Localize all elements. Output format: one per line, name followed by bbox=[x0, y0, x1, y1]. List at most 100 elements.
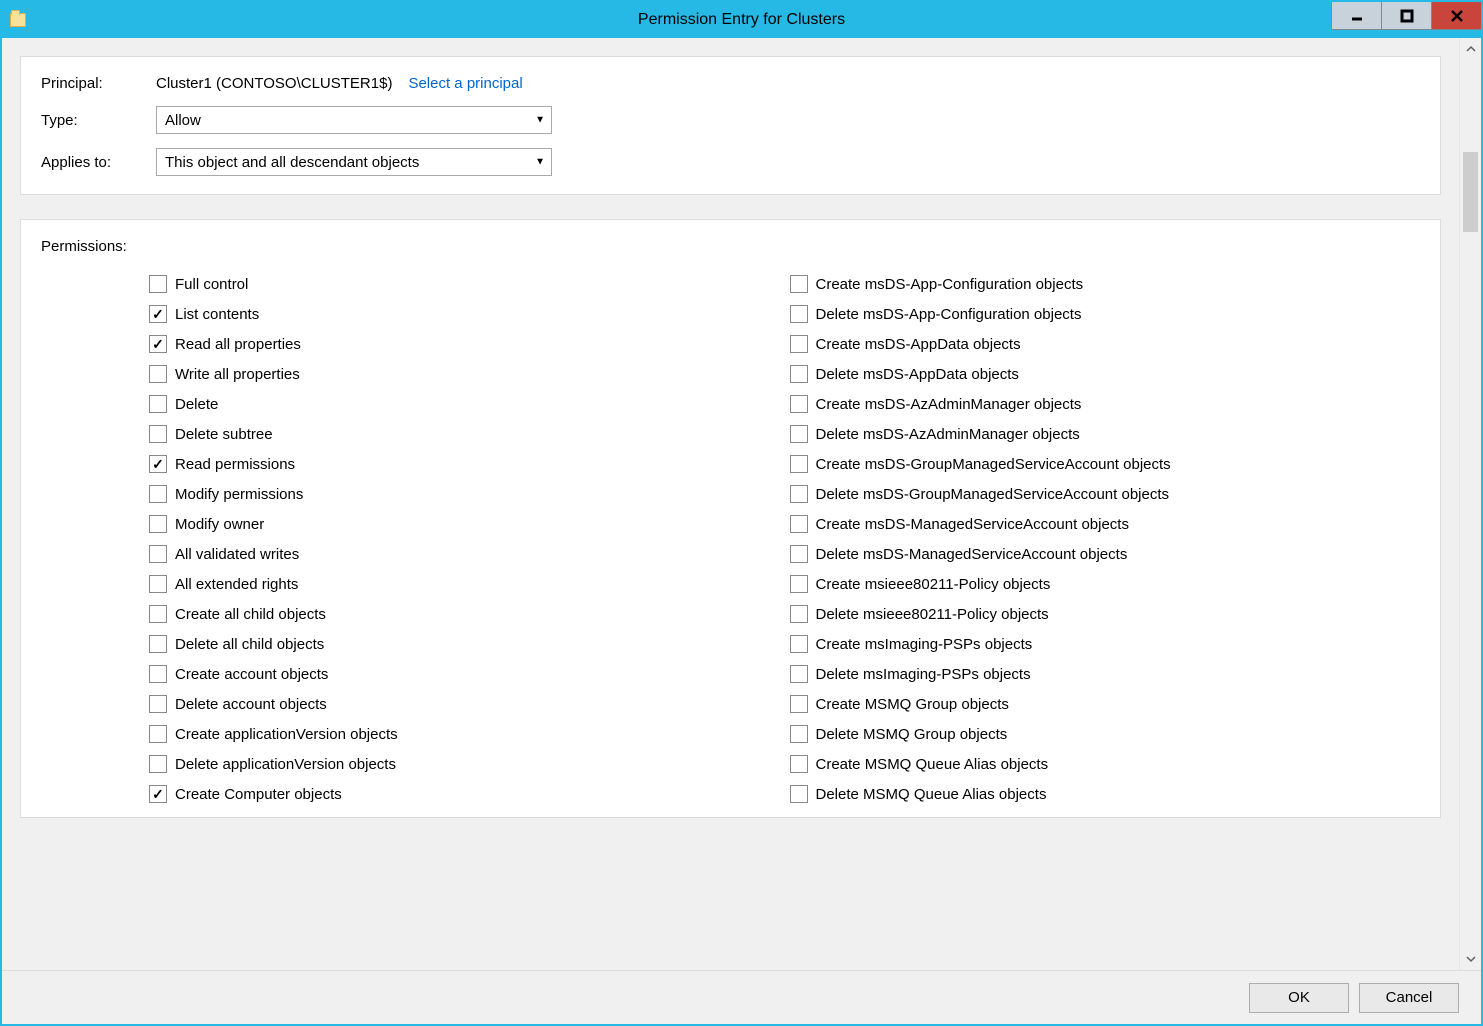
permission-item: Create account objects bbox=[149, 659, 780, 689]
permission-checkbox[interactable] bbox=[149, 785, 167, 803]
permission-checkbox[interactable] bbox=[149, 425, 167, 443]
permission-label: Delete account objects bbox=[175, 696, 327, 713]
permission-label: Delete msieee80211-Policy objects bbox=[816, 606, 1049, 623]
permission-item: Create MSMQ Group objects bbox=[790, 689, 1421, 719]
permission-item: Create msImaging-PSPs objects bbox=[790, 629, 1421, 659]
permission-label: Delete msDS-ManagedServiceAccount object… bbox=[816, 546, 1128, 563]
vertical-scrollbar[interactable] bbox=[1459, 38, 1481, 970]
permission-label: Delete msDS-App-Configuration objects bbox=[816, 306, 1082, 323]
type-label: Type: bbox=[41, 112, 156, 129]
permission-item: Create MSMQ Queue Alias objects bbox=[790, 749, 1421, 779]
applies-to-row: Applies to: This object and all descenda… bbox=[41, 148, 1420, 176]
permission-label: Create Computer objects bbox=[175, 786, 342, 803]
select-principal-link[interactable]: Select a principal bbox=[408, 75, 522, 92]
permission-label: Delete bbox=[175, 396, 218, 413]
permission-checkbox[interactable] bbox=[790, 545, 808, 563]
permission-checkbox[interactable] bbox=[790, 275, 808, 293]
permission-checkbox[interactable] bbox=[790, 365, 808, 383]
permission-checkbox[interactable] bbox=[149, 485, 167, 503]
permission-item: Read permissions bbox=[149, 449, 780, 479]
permission-checkbox[interactable] bbox=[149, 455, 167, 473]
permission-checkbox[interactable] bbox=[149, 335, 167, 353]
permission-item: Delete msDS-AppData objects bbox=[790, 359, 1421, 389]
minimize-icon bbox=[1350, 9, 1364, 23]
permission-checkbox[interactable] bbox=[149, 395, 167, 413]
permission-checkbox[interactable] bbox=[790, 665, 808, 683]
permission-checkbox[interactable] bbox=[790, 305, 808, 323]
permission-label: Create msieee80211-Policy objects bbox=[816, 576, 1051, 593]
permission-item: Delete subtree bbox=[149, 419, 780, 449]
permission-checkbox[interactable] bbox=[149, 275, 167, 293]
permission-label: Create all child objects bbox=[175, 606, 326, 623]
permission-item: Modify permissions bbox=[149, 479, 780, 509]
permission-label: List contents bbox=[175, 306, 259, 323]
permission-checkbox[interactable] bbox=[790, 425, 808, 443]
content-area: Principal: Cluster1 (CONTOSO\CLUSTER1$) … bbox=[2, 38, 1459, 970]
permission-label: Create MSMQ Queue Alias objects bbox=[816, 756, 1049, 773]
minimize-button[interactable] bbox=[1331, 2, 1381, 30]
applies-to-combobox[interactable]: This object and all descendant objects ▼ bbox=[156, 148, 552, 176]
permission-checkbox[interactable] bbox=[790, 725, 808, 743]
permission-checkbox[interactable] bbox=[790, 335, 808, 353]
permission-checkbox[interactable] bbox=[790, 785, 808, 803]
permission-checkbox[interactable] bbox=[149, 575, 167, 593]
permission-checkbox[interactable] bbox=[790, 515, 808, 533]
permission-checkbox[interactable] bbox=[790, 395, 808, 413]
folder-icon bbox=[10, 13, 26, 27]
permission-label: Read permissions bbox=[175, 456, 295, 473]
scrollbar-thumb[interactable] bbox=[1463, 152, 1478, 232]
permission-checkbox[interactable] bbox=[790, 485, 808, 503]
chevron-up-icon bbox=[1466, 44, 1476, 54]
permission-item: Delete MSMQ Queue Alias objects bbox=[790, 779, 1421, 809]
permission-checkbox[interactable] bbox=[149, 665, 167, 683]
close-button[interactable] bbox=[1431, 2, 1481, 30]
permissions-title: Permissions: bbox=[41, 238, 1420, 255]
permission-item: Create Computer objects bbox=[149, 779, 780, 809]
permission-checkbox[interactable] bbox=[149, 545, 167, 563]
permission-checkbox[interactable] bbox=[149, 305, 167, 323]
permission-label: Delete msDS-GroupManagedServiceAccount o… bbox=[816, 486, 1170, 503]
permission-item: List contents bbox=[149, 299, 780, 329]
content-wrap: Principal: Cluster1 (CONTOSO\CLUSTER1$) … bbox=[2, 38, 1481, 970]
principal-label: Principal: bbox=[41, 75, 156, 92]
applies-to-label: Applies to: bbox=[41, 154, 156, 171]
permission-item: Create msDS-ManagedServiceAccount object… bbox=[790, 509, 1421, 539]
permission-item: Write all properties bbox=[149, 359, 780, 389]
permission-checkbox[interactable] bbox=[149, 635, 167, 653]
permission-checkbox[interactable] bbox=[149, 725, 167, 743]
type-combobox[interactable]: Allow ▼ bbox=[156, 106, 552, 134]
permission-label: Read all properties bbox=[175, 336, 301, 353]
permission-checkbox[interactable] bbox=[790, 695, 808, 713]
principal-row: Principal: Cluster1 (CONTOSO\CLUSTER1$) … bbox=[41, 75, 1420, 92]
permission-checkbox[interactable] bbox=[790, 755, 808, 773]
maximize-button[interactable] bbox=[1381, 2, 1431, 30]
permission-checkbox[interactable] bbox=[790, 575, 808, 593]
permission-item: Modify owner bbox=[149, 509, 780, 539]
scrollbar-up-button[interactable] bbox=[1460, 38, 1481, 60]
cancel-button[interactable]: Cancel bbox=[1359, 983, 1459, 1013]
permissions-column-right: Create msDS-App-Configuration objectsDel… bbox=[780, 269, 1421, 809]
permission-item: Delete msieee80211-Policy objects bbox=[790, 599, 1421, 629]
permission-checkbox[interactable] bbox=[149, 695, 167, 713]
maximize-icon bbox=[1400, 9, 1414, 23]
titlebar[interactable]: Permission Entry for Clusters bbox=[2, 2, 1481, 38]
permission-checkbox[interactable] bbox=[149, 755, 167, 773]
permission-checkbox[interactable] bbox=[790, 635, 808, 653]
permission-label: Delete msDS-AppData objects bbox=[816, 366, 1019, 383]
permission-item: Delete msDS-App-Configuration objects bbox=[790, 299, 1421, 329]
permission-label: All validated writes bbox=[175, 546, 299, 563]
permission-checkbox[interactable] bbox=[149, 605, 167, 623]
permission-label: Delete msImaging-PSPs objects bbox=[816, 666, 1031, 683]
type-value: Allow bbox=[165, 112, 201, 129]
permission-item: Create all child objects bbox=[149, 599, 780, 629]
permission-checkbox[interactable] bbox=[790, 455, 808, 473]
permission-checkbox[interactable] bbox=[149, 365, 167, 383]
permission-label: Write all properties bbox=[175, 366, 300, 383]
permission-checkbox[interactable] bbox=[790, 605, 808, 623]
permission-checkbox[interactable] bbox=[149, 515, 167, 533]
permission-item: Create msDS-GroupManagedServiceAccount o… bbox=[790, 449, 1421, 479]
permission-label: Create account objects bbox=[175, 666, 328, 683]
ok-button[interactable]: OK bbox=[1249, 983, 1349, 1013]
scrollbar-down-button[interactable] bbox=[1460, 948, 1481, 970]
permission-item: All validated writes bbox=[149, 539, 780, 569]
